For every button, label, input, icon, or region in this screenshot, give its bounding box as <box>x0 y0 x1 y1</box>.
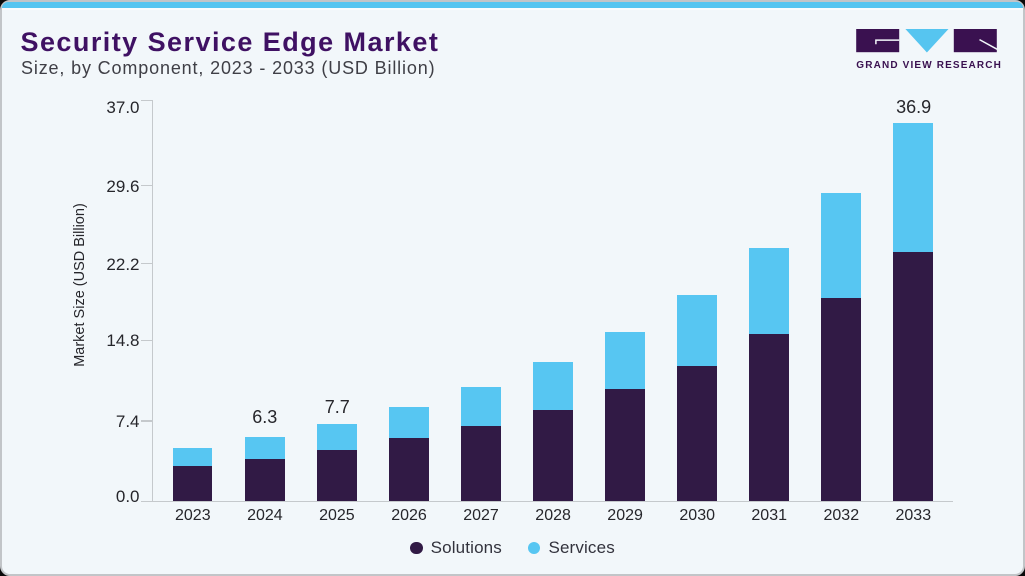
svg-text:GRAND VIEW RESEARCH: GRAND VIEW RESEARCH <box>856 60 1002 71</box>
